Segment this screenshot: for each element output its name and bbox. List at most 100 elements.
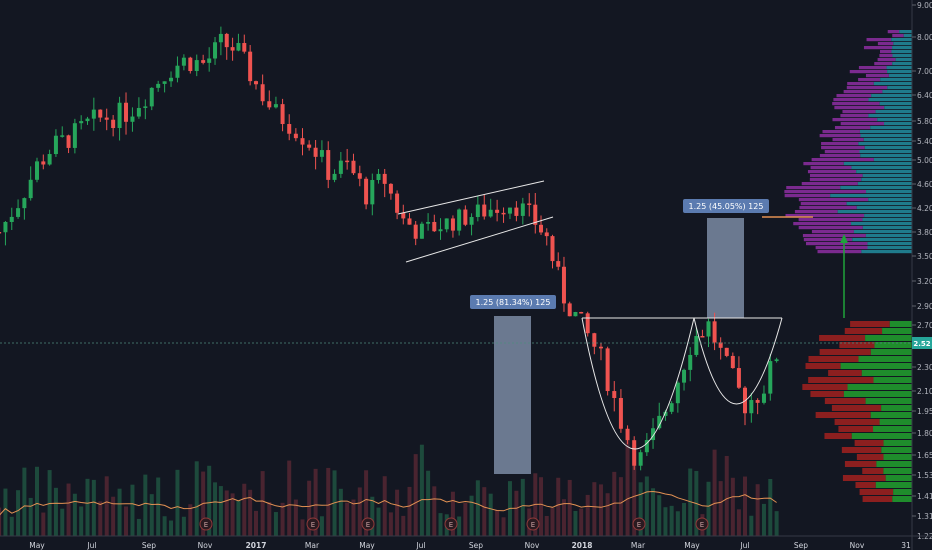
volume-bar (364, 470, 369, 536)
candle-body (579, 311, 584, 314)
profile-bar-sell (824, 398, 866, 404)
volume-bar (592, 482, 597, 536)
profile-bar-sell (821, 142, 859, 146)
profile-bar-sell (802, 384, 848, 390)
measure-label-1: 1.25 (81.34%) 125 (470, 295, 556, 309)
profile-bar-buy (837, 210, 912, 214)
volume-bar (376, 507, 381, 536)
candle-body (669, 403, 674, 412)
earnings-marker[interactable] (199, 517, 213, 531)
volume-bar (28, 497, 33, 536)
volume-bar (111, 496, 116, 536)
volume-bar (60, 508, 65, 536)
candle-body (724, 347, 729, 356)
profile-bar-buy (892, 46, 912, 50)
earnings-marker[interactable] (306, 517, 320, 531)
cup-right-curve (693, 317, 783, 405)
candle-body (117, 102, 122, 129)
time-tick-label: Nov (198, 541, 213, 550)
profile-bar-buy (883, 468, 912, 474)
volume-bar (573, 510, 578, 536)
earnings-marker[interactable] (361, 517, 375, 531)
profile-bar-sell (832, 118, 878, 122)
profile-bar-sell (802, 234, 866, 238)
volume-bar (388, 512, 393, 536)
earnings-marker[interactable] (444, 517, 458, 531)
volume-bar (16, 490, 21, 536)
earnings-marker[interactable] (695, 517, 709, 531)
profile-bar-sell (811, 158, 874, 162)
volume-bar (300, 519, 305, 536)
volume-bar (401, 515, 406, 536)
earnings-marker[interactable] (632, 517, 646, 531)
candle-body (181, 57, 186, 66)
time-tick-label: 2018 (572, 541, 593, 550)
volume-bar (124, 506, 129, 536)
profile-bar-sell (798, 198, 869, 202)
profile-bar-buy (843, 391, 912, 397)
candle-body (718, 342, 723, 348)
candle-body (224, 33, 229, 48)
candle-body (9, 216, 14, 222)
earnings-marker[interactable] (526, 517, 540, 531)
candle-body (280, 104, 285, 125)
candle-body (357, 173, 362, 179)
profile-bar-sell (844, 328, 883, 334)
profile-bar-buy (877, 118, 912, 122)
time-tick-label: Jul (415, 541, 425, 550)
candle-body (201, 60, 206, 63)
candle-body (413, 224, 418, 239)
candle-body (463, 209, 468, 225)
channel-upper-line (397, 180, 545, 215)
profile-bar-sell (858, 78, 881, 82)
candle-body (556, 261, 561, 267)
measure-label-2-text: 1.25 (45.05%) 125 (689, 202, 764, 211)
volume-bar (326, 467, 331, 536)
candle-body (675, 382, 680, 404)
volume-bar (724, 455, 729, 536)
candle-body (332, 173, 337, 180)
profile-bar-sell (784, 190, 867, 194)
profile-bar-buy (891, 38, 912, 42)
candle-body (213, 42, 218, 59)
profile-bar-buy (889, 321, 912, 327)
profile-bar-sell (892, 34, 904, 38)
profile-bar-buy (856, 170, 912, 174)
profile-bar-sell (819, 154, 861, 158)
profile-bar-sell (879, 54, 893, 58)
profile-bar-sell (803, 162, 844, 166)
volume-profile (784, 30, 912, 502)
candlesticks (0, 26, 779, 471)
cup-left-curve (581, 317, 695, 450)
profile-bar-buy (868, 114, 912, 118)
candle-body (761, 393, 766, 403)
profile-bar-sell (862, 468, 884, 474)
profile-bar-buy (851, 166, 912, 170)
volume-bar (675, 511, 680, 536)
profile-bar-sell (856, 454, 884, 460)
volume-bar (755, 484, 760, 536)
candle-body (495, 209, 500, 213)
profile-bar-buy (875, 482, 912, 488)
volume-bar (242, 483, 247, 536)
volume-bar (644, 476, 649, 536)
profile-bar-buy (830, 194, 912, 198)
profile-bar-sell (819, 134, 861, 138)
candle-body (79, 121, 84, 124)
profile-bar-buy (859, 130, 912, 134)
profile-bar-buy (862, 218, 912, 222)
profile-bar-sell (821, 146, 865, 150)
profile-bar-buy (867, 242, 912, 246)
profile-bar-buy (874, 342, 912, 348)
candle-body (60, 135, 65, 137)
profile-bar-buy (883, 440, 912, 446)
volume-bar (181, 516, 186, 536)
profile-bar-sell (815, 412, 871, 418)
volume-bar (612, 471, 617, 536)
candle-body (533, 204, 538, 225)
profile-bar-sell (810, 166, 852, 170)
candle-body (230, 47, 235, 51)
candle-body (111, 119, 116, 129)
candle-body (544, 232, 549, 237)
